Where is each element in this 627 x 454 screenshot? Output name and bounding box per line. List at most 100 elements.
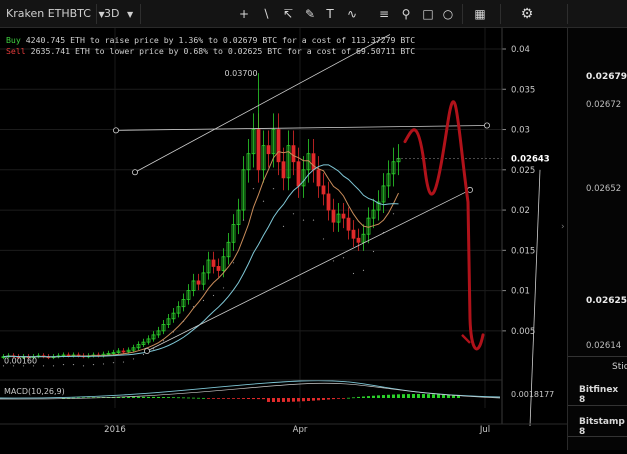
fib-icon[interactable]: ↸ [282,7,294,21]
collapse-panel-icon[interactable]: › [561,222,565,232]
candle-body [156,330,161,336]
trendlines [113,34,541,427]
trendline-anchor [131,169,138,176]
candle-body [296,161,301,187]
sar-dot [52,365,55,367]
sar-dot [352,272,355,275]
macd-histogram-bar [392,394,395,398]
candle-body [176,306,181,314]
candle-body [331,209,336,223]
macd-histogram-bar [357,396,360,398]
buy-info: Buy 4240.745 ETH to raise price by 1.36%… [6,35,415,45]
macd-histogram-bar [232,398,235,399]
candle-body [386,173,391,187]
price-tick-label: 0.015 [511,246,535,256]
candle-body [206,259,211,274]
sar-dot [392,213,395,215]
macd-histogram-bar [312,398,315,401]
chart-canvas[interactable]: MACD(10,26,9) 0.0018177 0.04 0.035 0.03 0.02… [0,28,567,454]
sar-dot [2,365,5,367]
trendline-icon[interactable]: ∖ [262,7,270,21]
orderbook-price: 0.02625 [586,296,627,306]
sar-dot [102,363,105,365]
macd-histogram-bar [127,396,130,398]
symbol-selector[interactable]: Kraken ETHBTC ▼ [6,0,105,28]
crosshair-icon[interactable]: + [238,7,250,21]
orderbook-price: 0.02614 [586,341,622,351]
ruler-icon[interactable]: □ [422,7,434,21]
sar-dot [362,269,365,271]
candle-body [271,129,276,155]
candle-body [126,349,131,353]
macd-histogram-bar [302,398,305,402]
high-price-label: 0.03700 [225,69,258,78]
orderbook-price: 0.02652 [586,184,622,194]
candle-body [276,129,281,163]
macd-histogram-bar [177,397,180,399]
candle-body [336,213,341,223]
exchange-bitstamp[interactable]: Bitstamp 8 [579,417,625,437]
sar-dot [302,219,305,221]
macd-histogram-bar [87,397,90,399]
orderbook-price: 0.02672 [586,100,622,110]
macd-histogram-bar [247,398,250,399]
macd-label: MACD(10,26,9) [4,387,65,396]
candle-body [231,224,236,243]
freehand-stroke [461,334,471,344]
price-tick-label: 0.04 [511,45,530,55]
sell-text: 2635.741 ETH to lower price by 0.68% to … [30,46,416,56]
ma-slow-line [3,164,399,358]
macd-histogram-bar [417,394,420,398]
channel-upper-line [134,34,391,173]
panel-divider [568,405,627,406]
candle-body [146,338,151,343]
circle-icon[interactable]: ○ [442,7,454,21]
sar-dot [152,348,155,350]
pattern-icon[interactable]: ∿ [346,7,358,21]
price-chart[interactable]: MACD(10,26,9) 0.0018177 0.04 0.035 0.03 0.02… [0,28,567,454]
macd-histogram-bar [257,398,260,400]
exchange-bitfinex[interactable]: Bitfinex 8 [579,385,619,405]
toolbar-divider [96,4,97,24]
macd-histogram-bar [337,398,340,399]
measure-icon[interactable]: ≡ [378,7,390,21]
macd-histogram-bar [317,398,320,401]
sar-dot [22,365,25,367]
macd-histogram-bar [252,398,255,400]
candle-body [246,153,251,171]
sar-dot [262,200,265,202]
candle-body [151,334,156,340]
snapshot-icon[interactable]: ▦ [474,7,486,21]
macd-histogram-bar [287,398,290,402]
macd-histogram-bar [347,397,350,399]
settings-icon[interactable]: ⚙ [520,6,534,22]
macd-histogram-bar [427,394,430,398]
candle-body [356,237,361,243]
text-icon[interactable]: T [326,7,334,21]
candle-body [311,153,316,171]
zoom-icon[interactable]: ⚲ [401,7,411,21]
sar-dot [192,306,195,308]
macd-histogram-bar [452,395,455,398]
macd-histogram-bar [142,396,145,398]
interval-selector[interactable]: 3D ▼ [104,0,133,28]
candle-body [251,129,256,155]
low-price-label: 0.00160 [4,356,37,365]
sar-dot [132,358,135,360]
candle-body [341,213,346,219]
macd-histogram-bar [352,397,355,399]
candle-body [211,259,216,267]
panel-divider [568,436,627,437]
brush-icon[interactable]: ✎ [304,7,316,21]
macd-histogram-bar [212,398,215,399]
macd-histogram-bar [182,397,185,399]
candle-body [181,299,186,308]
sar-dot [172,331,175,333]
candle-body [346,217,351,231]
moving-averages [2,151,399,367]
freehand-drawing [403,100,485,351]
candle-body [191,280,196,292]
time-tick-label: Apr [293,425,308,435]
macd-histogram-bar [297,398,300,402]
sar-dot [252,188,255,190]
